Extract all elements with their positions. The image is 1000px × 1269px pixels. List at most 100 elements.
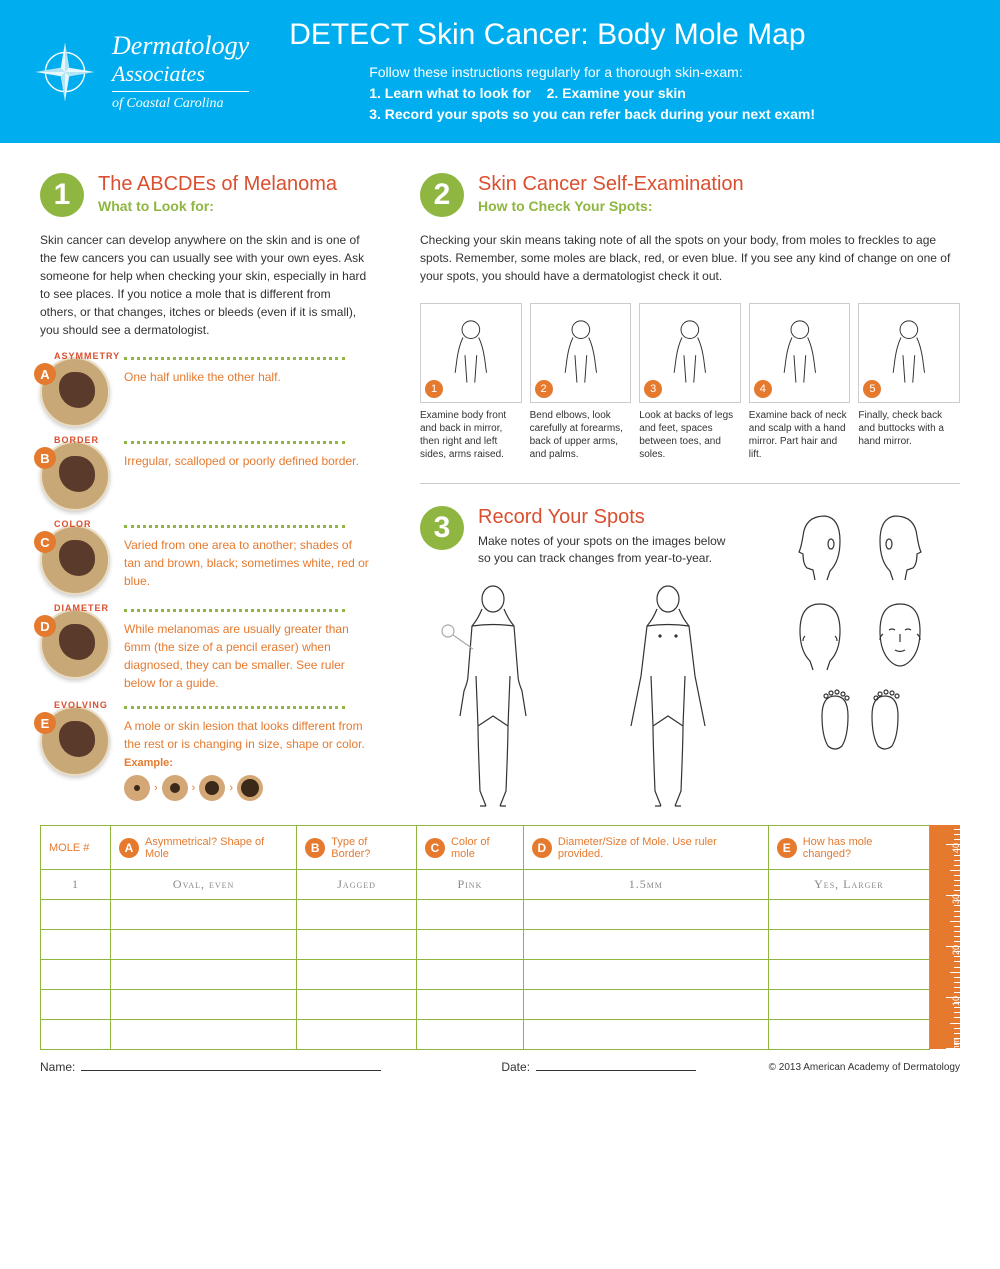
- date-field[interactable]: Date:: [501, 1060, 696, 1074]
- arc-label: EVOLVING: [54, 700, 108, 710]
- abcde-item-a: A ASYMMETRY One half unlike the other ha…: [40, 357, 370, 427]
- mole-table[interactable]: MOLE # AAsymmetrical? Shape of Mole BTyp…: [40, 825, 930, 1050]
- dots-divider: [124, 357, 345, 360]
- header-banner: Dermatology Associates of Coastal Caroli…: [0, 0, 1000, 143]
- table-row[interactable]: [41, 960, 930, 990]
- table-row[interactable]: [41, 990, 930, 1020]
- exam-illustration: 1: [420, 303, 522, 403]
- section-number-2: 2: [420, 173, 464, 217]
- abcde-desc: Varied from one area to another; shades …: [124, 536, 370, 590]
- th-c: CColor of mole: [416, 826, 523, 870]
- section2-title: Skin Cancer Self-Examination: [478, 173, 744, 196]
- section3-title: Record Your Spots: [478, 506, 740, 529]
- dots-divider: [124, 441, 345, 444]
- mole-table-wrap: MOLE # AAsymmetrical? Shape of Mole BTyp…: [0, 825, 1000, 1050]
- th-b: BType of Border?: [297, 826, 417, 870]
- section2-subtitle: How to Check Your Spots:: [478, 198, 744, 214]
- header-instructions: Follow these instructions regularly for …: [369, 62, 970, 125]
- step-number-badge: 1: [425, 380, 443, 398]
- table-row[interactable]: [41, 930, 930, 960]
- divider: [420, 483, 960, 484]
- letter-badge: D: [34, 615, 56, 637]
- mole-photo-icon: D DIAMETER: [40, 609, 110, 679]
- exam-step-1: 1 Examine body front and back in mirror,…: [420, 303, 522, 461]
- abcde-desc: While melanomas are usually greater than…: [124, 620, 370, 692]
- head-left-icon: [785, 506, 855, 586]
- section1-intro: Skin cancer can develop anywhere on the …: [40, 231, 370, 339]
- letter-badge: B: [34, 447, 56, 469]
- dots-divider: [124, 525, 345, 528]
- logo-line-2: Associates: [112, 61, 249, 87]
- section1-title: The ABCDEs of Melanoma: [98, 173, 337, 196]
- abcde-item-b: B BORDER Irregular, scalloped or poorly …: [40, 441, 370, 511]
- exam-illustration: 4: [749, 303, 851, 403]
- arc-label: COLOR: [54, 519, 92, 529]
- mm-ruler: 10203040mm: [930, 825, 960, 1049]
- exam-caption: Bend elbows, look carefully at forearms,…: [530, 409, 632, 461]
- logo-line-3: of Coastal Carolina: [112, 91, 249, 112]
- section-self-exam: 2 Skin Cancer Self-Examination How to Ch…: [420, 173, 960, 461]
- letter-badge: E: [34, 712, 56, 734]
- section1-subtitle: What to Look for:: [98, 198, 337, 214]
- section-number-1: 1: [40, 173, 84, 217]
- page-title: DETECT Skin Cancer: Body Mole Map: [289, 18, 970, 52]
- step-number-badge: 5: [863, 380, 881, 398]
- exam-step-2: 2 Bend elbows, look carefully at forearm…: [530, 303, 632, 461]
- exam-illustration: 3: [639, 303, 741, 403]
- exam-caption: Look at backs of legs and feet, spaces b…: [639, 409, 741, 461]
- arc-label: DIAMETER: [54, 603, 109, 613]
- head-right-icon: [865, 506, 935, 586]
- mole-photo-icon: A ASYMMETRY: [40, 357, 110, 427]
- abcde-desc: A mole or skin lesion that looks differe…: [124, 717, 370, 753]
- exam-illustration: 2: [530, 303, 632, 403]
- section-abcde: 1 The ABCDEs of Melanoma What to Look fo…: [40, 173, 370, 815]
- logo-line-1: Dermatology: [112, 31, 249, 61]
- footer: Name: Date: © 2013 American Academy of D…: [0, 1050, 1000, 1094]
- exam-step-4: 4 Examine back of neck and scalp with a …: [749, 303, 851, 461]
- exam-step-5: 5 Finally, check back and buttocks with …: [858, 303, 960, 461]
- abcde-item-c: C COLOR Varied from one area to another;…: [40, 525, 370, 595]
- th-a: AAsymmetrical? Shape of Mole: [111, 826, 297, 870]
- name-field[interactable]: Name:: [40, 1060, 381, 1074]
- head-front-icon: [865, 596, 935, 676]
- table-sample-row: 1Oval, evenJaggedPink1.5mmYes, Larger: [41, 870, 930, 900]
- copyright: © 2013 American Academy of Dermatology: [769, 1062, 960, 1073]
- mole-photo-icon: B BORDER: [40, 441, 110, 511]
- abcde-item-d: D DIAMETER While melanomas are usually g…: [40, 609, 370, 692]
- section3-subtitle: Make notes of your spots on the images b…: [478, 533, 740, 567]
- table-row[interactable]: [41, 1020, 930, 1050]
- feet-soles-icon: [810, 686, 910, 756]
- section-number-3: 3: [420, 506, 464, 550]
- exam-caption: Finally, check back and buttocks with a …: [858, 409, 960, 448]
- abcde-desc: Irregular, scalloped or poorly defined b…: [124, 452, 370, 470]
- abcde-desc: One half unlike the other half.: [124, 368, 370, 386]
- mole-photo-icon: C COLOR: [40, 525, 110, 595]
- body-back-diagram[interactable]: [595, 581, 740, 811]
- evolving-sequence: › › ›: [124, 775, 370, 801]
- exam-caption: Examine body front and back in mirror, t…: [420, 409, 522, 461]
- step-number-badge: 3: [644, 380, 662, 398]
- exam-illustration: 5: [858, 303, 960, 403]
- step-number-badge: 2: [535, 380, 553, 398]
- head-back-icon: [785, 596, 855, 676]
- letter-badge: C: [34, 531, 56, 553]
- th-d: DDiameter/Size of Mole. Use ruler provid…: [523, 826, 768, 870]
- dots-divider: [124, 706, 345, 709]
- arc-label: ASYMMETRY: [54, 351, 120, 361]
- head-diagrams[interactable]: [760, 506, 960, 811]
- body-front-diagram[interactable]: [420, 581, 565, 811]
- logo: Dermatology Associates of Coastal Caroli…: [30, 31, 249, 112]
- mole-photo-icon: E EVOLVING: [40, 706, 110, 776]
- letter-badge: A: [34, 363, 56, 385]
- th-e: EHow has mole changed?: [768, 826, 929, 870]
- abcde-item-e: E EVOLVING A mole or skin lesion that lo…: [40, 706, 370, 801]
- section2-intro: Checking your skin means taking note of …: [420, 231, 960, 285]
- exam-step-3: 3 Look at backs of legs and feet, spaces…: [639, 303, 741, 461]
- step-number-badge: 4: [754, 380, 772, 398]
- th-mole-num: MOLE #: [41, 826, 111, 870]
- exam-caption: Examine back of neck and scalp with a ha…: [749, 409, 851, 461]
- example-label: Example:: [124, 757, 370, 769]
- table-row[interactable]: [41, 900, 930, 930]
- dots-divider: [124, 609, 345, 612]
- compass-icon: [30, 37, 100, 107]
